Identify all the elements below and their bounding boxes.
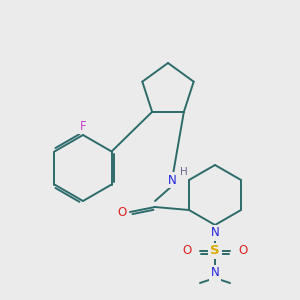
- Text: O: O: [117, 206, 127, 218]
- Text: S: S: [210, 244, 220, 257]
- Text: F: F: [80, 119, 86, 133]
- Text: O: O: [182, 244, 192, 257]
- Text: N: N: [168, 173, 176, 187]
- Text: O: O: [238, 244, 247, 257]
- Text: H: H: [180, 167, 188, 177]
- Text: N: N: [211, 266, 219, 280]
- Text: N: N: [211, 226, 219, 239]
